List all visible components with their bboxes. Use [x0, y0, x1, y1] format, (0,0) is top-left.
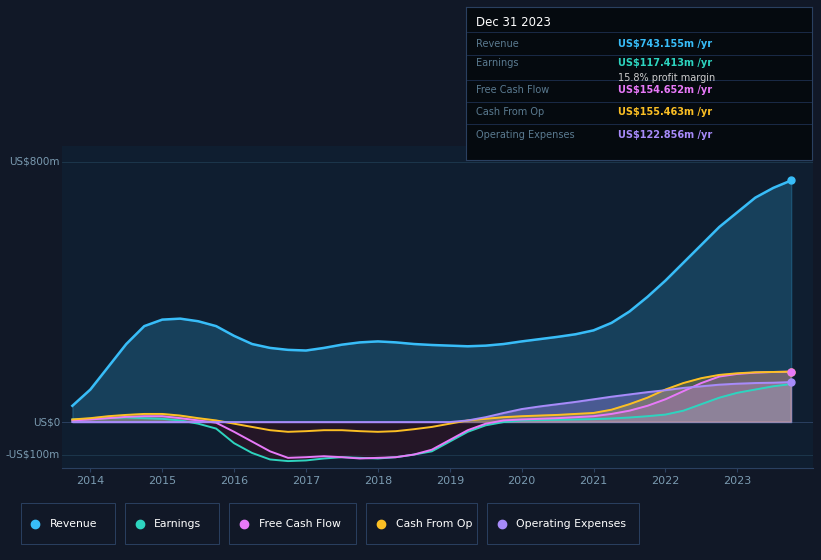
Text: Cash From Op: Cash From Op: [396, 519, 472, 529]
Text: Operating Expenses: Operating Expenses: [516, 519, 626, 529]
Text: 15.8% profit margin: 15.8% profit margin: [618, 73, 715, 83]
Text: US$122.856m /yr: US$122.856m /yr: [618, 130, 712, 140]
Text: Free Cash Flow: Free Cash Flow: [476, 85, 549, 95]
Text: US$743.155m /yr: US$743.155m /yr: [618, 39, 712, 49]
Text: US$0: US$0: [33, 417, 60, 427]
Text: Earnings: Earnings: [154, 519, 201, 529]
Text: Cash From Op: Cash From Op: [476, 108, 544, 118]
Text: Operating Expenses: Operating Expenses: [476, 130, 575, 140]
Text: US$117.413m /yr: US$117.413m /yr: [618, 58, 712, 68]
Text: Dec 31 2023: Dec 31 2023: [476, 16, 551, 30]
Text: US$155.463m /yr: US$155.463m /yr: [618, 108, 712, 118]
Text: US$154.652m /yr: US$154.652m /yr: [618, 85, 712, 95]
Text: Revenue: Revenue: [50, 519, 98, 529]
Text: -US$100m: -US$100m: [6, 450, 60, 460]
Text: Free Cash Flow: Free Cash Flow: [259, 519, 341, 529]
Text: Earnings: Earnings: [476, 58, 518, 68]
Text: Revenue: Revenue: [476, 39, 519, 49]
Text: US$800m: US$800m: [10, 157, 60, 167]
